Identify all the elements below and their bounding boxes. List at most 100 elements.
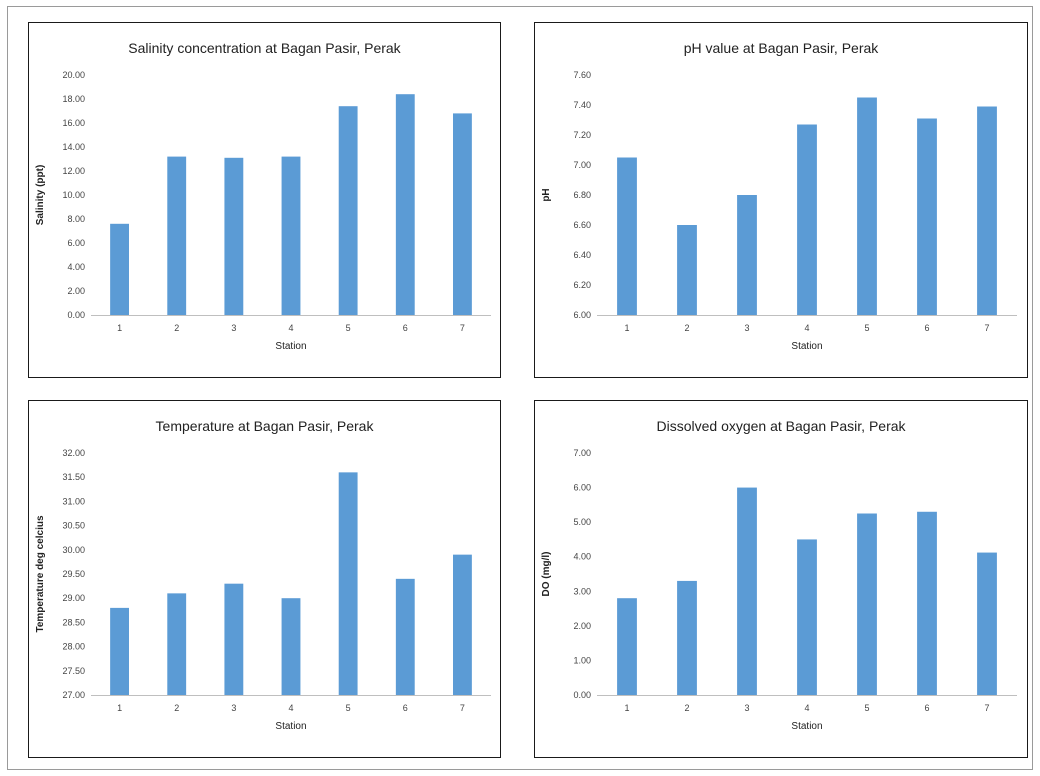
x-tick-label: 1 — [624, 323, 629, 333]
bar-station-5 — [338, 472, 358, 695]
y-tick-label: 31.50 — [62, 472, 85, 482]
bar-station-1 — [110, 223, 129, 315]
x-tick-label: 5 — [346, 703, 351, 713]
y-tick-label: 6.60 — [573, 220, 591, 230]
y-tick-label: 2.00 — [67, 286, 85, 296]
x-tick-label: 7 — [984, 703, 989, 713]
x-tick-label: 4 — [288, 703, 293, 713]
bar-station-6 — [395, 94, 415, 315]
x-tick-label: 3 — [744, 703, 749, 713]
bar-station-1 — [617, 157, 637, 315]
y-tick-label: 7.40 — [573, 100, 591, 110]
y-tick-label: 7.00 — [573, 160, 591, 170]
y-tick-label: 14.00 — [62, 142, 85, 152]
bar-station-1 — [110, 607, 129, 695]
bar-station-4 — [797, 124, 817, 315]
x-tick-label: 6 — [403, 703, 408, 713]
bar-station-2 — [677, 580, 697, 695]
bar-station-6 — [917, 118, 937, 315]
bar-station-3 — [737, 195, 757, 315]
y-tick-label: 31.00 — [62, 496, 85, 506]
dissolved-oxygen-chart-panel: Dissolved oxygen at Bagan Pasir, Perak 0.… — [534, 400, 1028, 758]
bar-station-7 — [453, 113, 472, 316]
x-axis-label: Station — [275, 341, 306, 352]
y-tick-label: 7.60 — [573, 70, 591, 80]
bar-station-7 — [977, 106, 997, 315]
y-axis-label: pH — [541, 188, 552, 201]
y-tick-label: 1.00 — [573, 655, 591, 665]
chart-title: pH value at Bagan Pasir, Perak — [684, 40, 880, 56]
x-tick-label: 7 — [460, 323, 465, 333]
x-tick-label: 2 — [684, 323, 689, 333]
y-tick-label: 29.00 — [62, 593, 85, 603]
bar-station-1 — [617, 598, 637, 695]
x-axis-label: Station — [791, 721, 822, 732]
bar-station-3 — [737, 487, 757, 695]
bar-station-3 — [224, 157, 244, 315]
y-tick-label: 29.50 — [62, 569, 85, 579]
x-tick-label: 6 — [403, 323, 408, 333]
x-tick-label: 4 — [288, 323, 293, 333]
y-tick-label: 3.00 — [573, 586, 591, 596]
y-tick-label: 10.00 — [62, 190, 85, 200]
y-tick-label: 6.40 — [573, 250, 591, 260]
x-tick-label: 4 — [804, 323, 809, 333]
y-tick-label: 8.00 — [67, 214, 85, 224]
bar-station-5 — [857, 97, 877, 315]
bar-station-4 — [281, 156, 301, 315]
y-tick-label: 7.20 — [573, 130, 591, 140]
bar-station-5 — [857, 513, 877, 695]
y-tick-label: 6.00 — [573, 310, 591, 320]
bar-station-7 — [453, 554, 472, 695]
x-tick-label: 5 — [864, 703, 869, 713]
x-tick-label: 2 — [174, 323, 179, 333]
y-tick-label: 20.00 — [62, 70, 85, 80]
chart-svg: Salinity concentration at Bagan Pasir, P… — [35, 40, 491, 352]
y-tick-label: 28.00 — [62, 642, 85, 652]
x-tick-label: 5 — [864, 323, 869, 333]
chart-title: Salinity concentration at Bagan Pasir, P… — [128, 40, 401, 56]
x-tick-label: 3 — [231, 323, 236, 333]
bar-station-4 — [281, 598, 301, 695]
y-tick-label: 5.00 — [573, 517, 591, 527]
y-tick-label: 30.00 — [62, 545, 85, 555]
y-tick-label: 0.00 — [67, 310, 85, 320]
y-tick-label: 18.00 — [62, 94, 85, 104]
x-tick-label: 3 — [744, 323, 749, 333]
chart-svg: pH value at Bagan Pasir, Perak 6.00 6.20 6.… — [541, 40, 1017, 352]
x-tick-label: 5 — [346, 323, 351, 333]
y-tick-label: 27.50 — [62, 666, 85, 676]
y-axis-label: Salinity (ppt) — [35, 165, 46, 226]
y-tick-label: 32.00 — [62, 448, 85, 458]
bar-station-7 — [977, 552, 997, 695]
x-axis-label: Station — [791, 341, 822, 352]
x-tick-label: 7 — [460, 703, 465, 713]
x-axis-label: Station — [275, 721, 306, 732]
bar-station-2 — [167, 156, 187, 315]
y-tick-label: 16.00 — [62, 118, 85, 128]
x-tick-label: 3 — [231, 703, 236, 713]
y-tick-label: 6.80 — [573, 190, 591, 200]
y-tick-label: 30.50 — [62, 521, 85, 531]
chart-title: Temperature at Bagan Pasir, Perak — [156, 418, 375, 434]
y-axis-label: Temperature deg celcius — [35, 515, 46, 633]
x-tick-label: 1 — [624, 703, 629, 713]
y-tick-label: 12.00 — [62, 166, 85, 176]
y-tick-label: 27.00 — [62, 690, 85, 700]
bar-station-6 — [917, 511, 937, 695]
bar-station-5 — [338, 106, 358, 315]
x-tick-label: 4 — [804, 703, 809, 713]
bar-station-6 — [395, 578, 415, 695]
y-tick-label: 4.00 — [573, 552, 591, 562]
bar-station-4 — [797, 539, 817, 695]
y-tick-label: 4.00 — [67, 262, 85, 272]
bar-station-3 — [224, 583, 244, 695]
chart-title: Dissolved oxygen at Bagan Pasir, Perak — [656, 418, 906, 434]
x-tick-label: 1 — [117, 323, 122, 333]
chart-svg: Temperature at Bagan Pasir, Perak 27.00 27… — [35, 418, 491, 732]
y-tick-label: 2.00 — [573, 621, 591, 631]
chart-svg: Dissolved oxygen at Bagan Pasir, Perak 0.… — [541, 418, 1017, 732]
x-tick-label: 1 — [117, 703, 122, 713]
y-tick-label: 6.20 — [573, 280, 591, 290]
x-tick-label: 6 — [924, 323, 929, 333]
